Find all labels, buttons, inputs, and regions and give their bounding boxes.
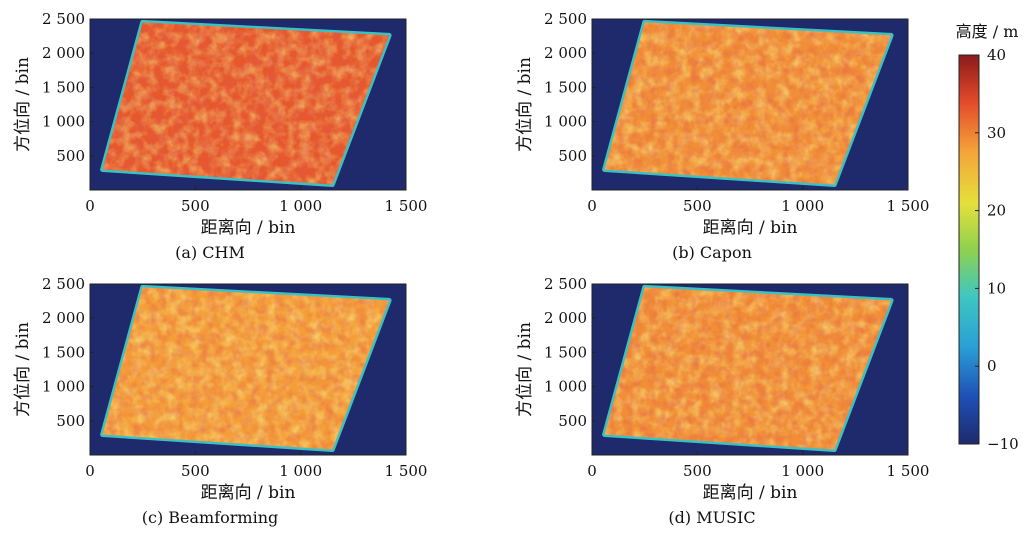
y-tick-label: 2 500 xyxy=(42,10,85,28)
y-tick-label: 500 xyxy=(56,147,85,165)
y-tick-label: 2 500 xyxy=(544,275,587,293)
plot-frame xyxy=(89,283,407,456)
x-tick-label: 0 xyxy=(85,197,95,215)
y-axis-label: 方位向 / bin xyxy=(515,322,535,417)
footprint-group xyxy=(602,19,894,187)
x-axis-label: 距离向 / bin xyxy=(201,483,296,503)
x-axis-label: 距离向 / bin xyxy=(201,218,296,238)
x-tick-label: 1 500 xyxy=(887,197,930,215)
y-tick-label: 2 000 xyxy=(42,44,85,62)
footprint-texture-dark xyxy=(604,287,892,450)
colorbar-scale xyxy=(958,54,980,445)
x-axis-label: 距离向 / bin xyxy=(703,483,798,503)
y-tick-label: 2 500 xyxy=(544,10,587,28)
y-tick-label: 500 xyxy=(558,412,587,430)
panel-caption: (a) CHM xyxy=(175,243,245,262)
heatmap-panel: 0 500 1 000 1 500 500 1 000 1 500 2 000 2 500 距离向… xyxy=(13,275,427,527)
colorbar-tick-label: 20 xyxy=(987,202,1006,220)
y-tick-label: 1 500 xyxy=(544,343,587,361)
x-axis-label: 距离向 / bin xyxy=(703,218,798,238)
heatmap-panel: 0 500 1 000 1 500 500 1 000 1 500 2 000 2 500 距离向… xyxy=(515,10,929,262)
footprint-texture-dark xyxy=(102,22,390,185)
x-tick-label: 1 500 xyxy=(385,197,428,215)
y-tick-label: 1 000 xyxy=(42,378,85,396)
heatmap-panel: 0 500 1 000 1 500 500 1 000 1 500 2 000 2 500 距离向… xyxy=(515,275,929,527)
plot-frame xyxy=(591,283,909,456)
x-tick-label: 0 xyxy=(587,462,597,480)
colorbar-title: 高度 / m xyxy=(956,22,1019,41)
panel-caption: (b) Capon xyxy=(672,243,752,262)
colorbar-tick-label: 0 xyxy=(987,357,997,375)
y-tick-label: 2 500 xyxy=(42,275,85,293)
colorbar-tick-label: 40 xyxy=(987,46,1006,64)
x-tick-label: 1 500 xyxy=(887,462,930,480)
y-tick-label: 1 500 xyxy=(42,343,85,361)
footprint-group xyxy=(602,284,894,452)
colorbar-tick-label: 10 xyxy=(987,279,1006,297)
footprint-group xyxy=(100,284,392,452)
y-axis-label: 方位向 / bin xyxy=(13,57,33,152)
y-tick-label: 2 000 xyxy=(544,309,587,327)
x-tick-label: 1 000 xyxy=(781,197,824,215)
x-tick-label: 1 000 xyxy=(781,462,824,480)
y-tick-label: 1 000 xyxy=(42,113,85,131)
heatmap-panel: 0 500 1 000 1 500 500 1 000 1 500 2 000 2 500 距离向… xyxy=(13,10,427,262)
y-axis-label: 方位向 / bin xyxy=(515,57,535,152)
footprint-texture-dark xyxy=(604,22,892,185)
y-tick-label: 500 xyxy=(558,147,587,165)
y-tick-label: 2 000 xyxy=(42,309,85,327)
y-tick-label: 2 000 xyxy=(544,44,587,62)
y-tick-label: 1 000 xyxy=(544,378,587,396)
x-tick-label: 1 500 xyxy=(385,462,428,480)
panel-caption: (c) Beamforming xyxy=(142,508,279,527)
colorbar: 高度 / m 40 30 20 10 0 −10 xyxy=(956,22,1019,453)
x-tick-label: 500 xyxy=(683,462,712,480)
y-axis-label: 方位向 / bin xyxy=(13,322,33,417)
x-tick-label: 500 xyxy=(683,197,712,215)
plot-frame xyxy=(89,18,407,191)
panel-caption: (d) MUSIC xyxy=(668,508,755,527)
colorbar-tick-label: −10 xyxy=(987,435,1019,453)
x-tick-label: 0 xyxy=(85,462,95,480)
footprint-group xyxy=(100,19,392,187)
colorbar-tick-label: 30 xyxy=(987,124,1006,142)
x-tick-label: 1 000 xyxy=(279,197,322,215)
plot-frame xyxy=(591,18,909,191)
x-tick-label: 1 000 xyxy=(279,462,322,480)
y-tick-label: 500 xyxy=(56,412,85,430)
y-tick-label: 1 500 xyxy=(544,78,587,96)
y-tick-label: 1 500 xyxy=(42,78,85,96)
x-tick-label: 500 xyxy=(181,462,210,480)
footprint-texture-dark xyxy=(102,287,390,450)
y-tick-label: 1 000 xyxy=(544,113,587,131)
x-tick-label: 500 xyxy=(181,197,210,215)
x-tick-label: 0 xyxy=(587,197,597,215)
